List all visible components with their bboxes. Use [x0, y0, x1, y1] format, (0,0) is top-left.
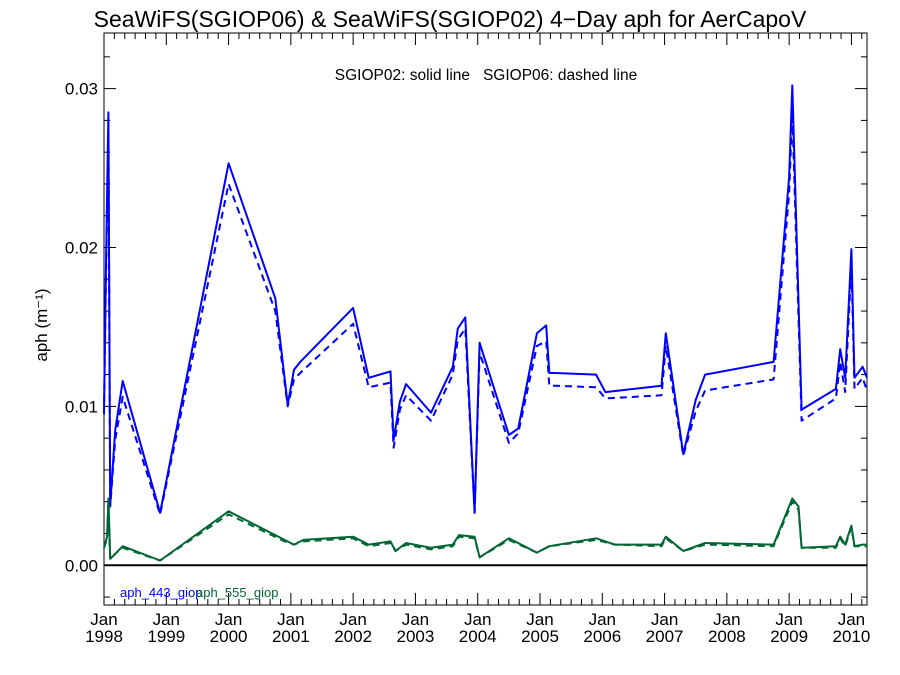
x-tick-month-label: Jan [215, 610, 242, 629]
x-tick-year-label: 1998 [85, 627, 123, 646]
legend-label-aph_555_giop: aph_555_giop [196, 585, 278, 600]
y-tick-label: 0.01 [65, 397, 98, 416]
x-tick-month-label: Jan [153, 610, 180, 629]
series-line-aph_443_giop-solid [103, 84, 868, 514]
series-line-aph_555_giop-dashed [103, 500, 867, 562]
legend-label-aph_443_giop: aph_443_giop [120, 585, 202, 600]
x-tick-year-label: 2009 [770, 627, 808, 646]
x-tick-year-label: 2010 [833, 627, 871, 646]
x-tick-month-label: Jan [589, 610, 616, 629]
x-tick-month-label: Jan [713, 610, 740, 629]
x-tick-year-label: 1999 [147, 627, 185, 646]
chart-title: SeaWiFS(SGIOP06) & SeaWiFS(SGIOP02) 4−Da… [94, 6, 807, 32]
x-tick-year-label: 2000 [210, 627, 248, 646]
x-tick-month-label: Jan [464, 610, 491, 629]
x-tick-month-label: Jan [277, 610, 304, 629]
plot-frame [103, 32, 868, 606]
series-lines [103, 84, 868, 567]
x-tick-year-label: 2007 [646, 627, 684, 646]
y-tick-label: 0.02 [65, 239, 98, 258]
series-line-aph_443_giop-dashed [103, 111, 868, 516]
x-tick-year-label: 2006 [583, 627, 621, 646]
x-tick-year-label: 2008 [708, 627, 746, 646]
x-tick-month-label: Jan [775, 610, 802, 629]
x-tick-month-label: Jan [402, 610, 429, 629]
series-line-aph_555_giop-solid [103, 497, 867, 562]
x-tick-year-label: 2001 [272, 627, 310, 646]
x-tick-year-label: 2005 [521, 627, 559, 646]
x-tick-month-label: Jan [90, 610, 117, 629]
x-tick-year-label: 2003 [397, 627, 435, 646]
axis-ticks [103, 33, 867, 605]
line-style-annotation: SGIOP02: solid line SGIOP06: dashed line [335, 67, 637, 84]
x-tick-month-label: Jan [526, 610, 553, 629]
y-tick-label: 0.03 [65, 80, 98, 99]
x-tick-year-label: 2002 [334, 627, 372, 646]
x-tick-year-label: 2004 [459, 627, 497, 646]
tick-labels: 0.000.010.020.03Jan1998Jan1999Jan2000Jan… [65, 80, 870, 646]
y-axis-label: aph (m⁻¹) [32, 288, 51, 361]
x-tick-month-label: Jan [339, 610, 366, 629]
x-tick-month-label: Jan [838, 610, 865, 629]
x-tick-month-label: Jan [651, 610, 678, 629]
y-tick-label: 0.00 [65, 556, 98, 575]
